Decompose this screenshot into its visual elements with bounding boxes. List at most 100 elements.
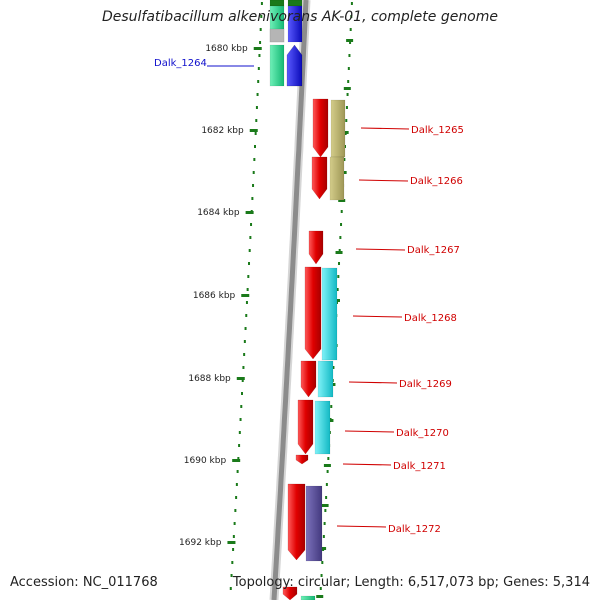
ruler-minor-tick bbox=[316, 595, 324, 598]
guide-dot bbox=[330, 405, 333, 408]
guide-dot bbox=[245, 314, 248, 317]
forward-feature bbox=[269, 28, 285, 43]
gene-leader-line bbox=[358, 179, 409, 182]
guide-dot bbox=[260, 2, 263, 5]
guide-dot bbox=[338, 262, 341, 265]
guide-dot bbox=[319, 587, 322, 590]
ruler-tick-label: 1680 kbp bbox=[205, 44, 248, 54]
gene-label[interactable]: Dalk_1265 bbox=[411, 125, 464, 136]
gene-leader-line bbox=[342, 463, 392, 466]
genome-summary-text: Topology: circular; Length: 6,517,073 bp… bbox=[232, 575, 590, 590]
guide-dot bbox=[260, 15, 263, 18]
guide-dot bbox=[345, 119, 348, 122]
ruler-tick-label: 1682 kbp bbox=[201, 126, 244, 136]
ruler-tick-label: 1690 kbp bbox=[184, 456, 227, 466]
gene-label[interactable]: Dalk_1271 bbox=[393, 461, 446, 472]
ruler-tick bbox=[249, 129, 258, 132]
guide-dot bbox=[346, 93, 349, 96]
guide-dot bbox=[236, 470, 239, 473]
guide-dot bbox=[336, 288, 339, 291]
guide-dot bbox=[259, 28, 262, 31]
guide-dot bbox=[321, 561, 324, 564]
guide-dot bbox=[231, 561, 234, 564]
ruler-tick bbox=[236, 377, 245, 380]
ruler-minor-tick bbox=[343, 87, 351, 90]
guide-dot bbox=[259, 41, 262, 44]
ruler-minor-tick bbox=[335, 251, 343, 254]
forward-feature-top bbox=[269, 0, 285, 7]
gene-label[interactable]: Dalk_1264 bbox=[154, 58, 207, 69]
reverse-gene-arrow bbox=[295, 454, 309, 465]
ruler-minor-tick bbox=[341, 131, 349, 134]
guide-dot bbox=[233, 522, 236, 525]
gene-label[interactable]: Dalk_1269 bbox=[399, 379, 452, 390]
guide-dot bbox=[323, 522, 326, 525]
position-ruler: 1680 kbp 1682 kbp 1684 kbp 1686 kbp 1688 kbp… bbox=[179, 39, 354, 598]
guide-dot bbox=[253, 145, 256, 148]
guide-dot bbox=[340, 210, 343, 213]
gene-label[interactable]: Dalk_1272 bbox=[388, 524, 441, 535]
guide-dot bbox=[348, 54, 351, 57]
reverse-gene-arrow bbox=[308, 230, 324, 265]
guide-dot bbox=[243, 353, 246, 356]
reverse-feature bbox=[321, 267, 338, 361]
accession-text: Accession: NC_011768 bbox=[10, 575, 158, 590]
guide-dot bbox=[325, 483, 328, 486]
guide-dot bbox=[345, 106, 348, 109]
guide-dot bbox=[250, 223, 253, 226]
gene-label[interactable]: Dalk_1266 bbox=[410, 176, 463, 187]
guide-dot bbox=[258, 54, 261, 57]
reverse-feature bbox=[317, 360, 334, 398]
ruler-minor-tick bbox=[346, 39, 354, 42]
reverse-gene-arrow bbox=[300, 360, 317, 398]
forward-feature bbox=[269, 44, 285, 87]
ruler-tick bbox=[253, 47, 262, 50]
guide-dot bbox=[256, 93, 259, 96]
guide-dot bbox=[320, 574, 323, 577]
guide-dot bbox=[240, 405, 243, 408]
guide-dot bbox=[255, 106, 258, 109]
guide-dot bbox=[240, 392, 243, 395]
gene-leader-line bbox=[355, 248, 406, 251]
guide-dot bbox=[232, 535, 235, 538]
guide-dot bbox=[237, 457, 240, 460]
guide-dot bbox=[347, 67, 350, 70]
reverse-gene-arrow bbox=[287, 483, 306, 561]
ruler-minor-tick bbox=[323, 464, 331, 467]
reverse-feature bbox=[330, 99, 346, 158]
gene-label[interactable]: Dalk_1268 bbox=[404, 313, 457, 324]
guide-dot bbox=[229, 587, 232, 590]
guide-dot bbox=[349, 41, 352, 44]
guide-dot bbox=[254, 132, 257, 135]
guide-dot bbox=[253, 158, 256, 161]
gene-leader-line bbox=[352, 315, 403, 318]
feature-track bbox=[269, 0, 346, 600]
guide-dot bbox=[232, 548, 235, 551]
guide-dot bbox=[340, 223, 343, 226]
guide-dot bbox=[251, 197, 254, 200]
guide-dot bbox=[255, 119, 258, 122]
ruler-tick-label: 1688 kbp bbox=[188, 374, 231, 384]
reverse-feature bbox=[329, 156, 345, 201]
ruler-tick-label: 1692 kbp bbox=[179, 538, 222, 548]
ruler-tick bbox=[245, 211, 254, 214]
guide-dot bbox=[242, 366, 245, 369]
reverse-gene-arrow bbox=[311, 156, 328, 200]
guide-dot bbox=[325, 496, 328, 499]
guide-dot bbox=[241, 379, 244, 382]
guide-dot bbox=[238, 431, 241, 434]
ruler-minor-tick bbox=[338, 199, 346, 202]
reverse-gene-arrow bbox=[282, 586, 298, 600]
guide-dot bbox=[249, 236, 252, 239]
guide-dot bbox=[230, 574, 233, 577]
gene-label[interactable]: Dalk_1267 bbox=[407, 245, 460, 256]
ruler-minor-tick bbox=[319, 547, 327, 550]
gene-label[interactable]: Dalk_1270 bbox=[396, 428, 449, 439]
gene-leader-line bbox=[360, 127, 410, 130]
ruler-tick-label: 1684 kbp bbox=[197, 208, 240, 218]
genome-backbone bbox=[269, 0, 311, 600]
guide-dot bbox=[248, 262, 251, 265]
guide-dot bbox=[326, 470, 329, 473]
reverse-feature bbox=[300, 595, 316, 600]
